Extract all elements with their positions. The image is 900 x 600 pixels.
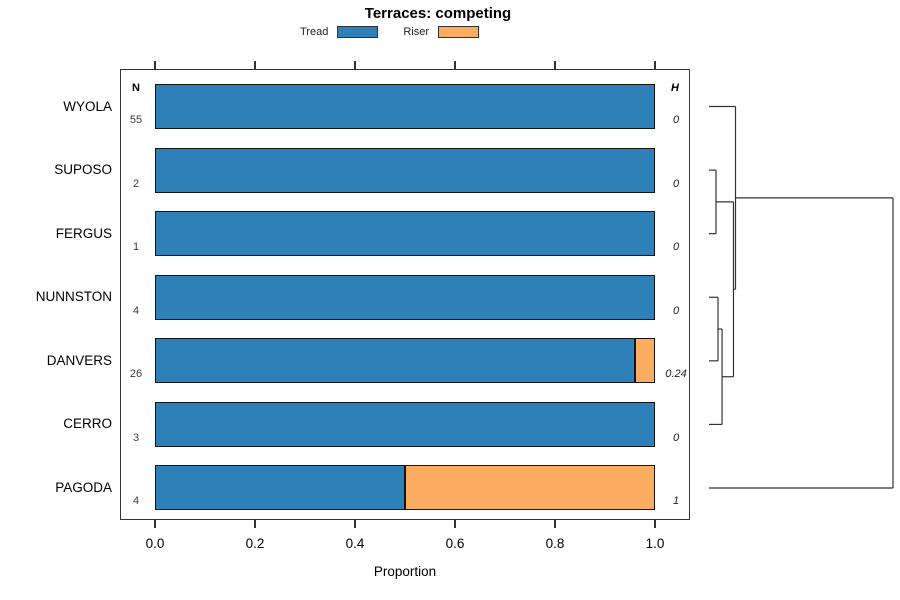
bar-segment-tread [155,147,655,193]
bar-segment-riser [405,465,655,511]
x-axis-label: Proportion [373,564,437,579]
axis-tick-bottom [554,520,556,528]
category-label: NUNNSTON [35,289,112,305]
h-value: 0 [672,431,680,444]
bar-segment-tread [155,338,635,384]
n-value: 1 [132,241,140,254]
category-label: DANVERS [46,352,112,368]
axis-tick-top [254,61,256,69]
axis-tick-label: 0.6 [445,536,465,551]
category-label: SUPOSO [54,162,112,178]
n-value: 2 [132,177,140,190]
h-column-header: H [671,82,679,94]
n-value: 3 [132,431,140,444]
n-column-header: N [132,82,140,94]
bar-segment-riser [635,338,655,384]
plot-area [120,69,690,520]
category-label: PAGODA [55,479,112,495]
n-value: 4 [132,495,140,508]
legend-swatch-tread [337,26,379,38]
h-value: 1 [672,495,680,508]
axis-tick-top [554,61,556,69]
category-label: FERGUS [55,225,112,241]
axis-tick-bottom [454,520,456,528]
bar-segment-tread [155,84,655,129]
n-value: 4 [132,304,140,317]
h-value: 0 [672,177,680,190]
h-value: 0 [672,241,680,254]
axis-tick-label: 0.0 [145,536,165,551]
axis-tick-label: 0.2 [245,536,265,551]
legend-label-tread: Tread [300,26,329,38]
n-value: 26 [129,368,143,381]
legend-item-riser: Riser [403,26,479,38]
axis-tick-bottom [654,520,656,528]
bar-segment-tread [155,401,655,447]
axis-tick-bottom [254,520,256,528]
axis-tick-top [354,61,356,69]
axis-tick-label: 0.4 [345,536,365,551]
category-label: CERRO [63,416,112,432]
bar-segment-tread [155,211,655,257]
axis-tick-label: 0.8 [545,536,565,551]
legend-label-riser: Riser [403,26,429,38]
bar-segment-tread [155,465,405,511]
axis-tick-top [454,61,456,69]
h-value: 0 [672,114,680,126]
n-value: 55 [129,114,143,126]
legend-item-tread: Tread [300,26,379,38]
axis-tick-bottom [354,520,356,528]
legend: Tread Riser [300,26,479,38]
chart-title: Terraces: competing [364,5,512,22]
axis-tick-bottom [154,520,156,528]
axis-tick-top [654,61,656,69]
axis-tick-top [154,61,156,69]
h-value: 0 [672,304,680,317]
axis-tick-label: 1.0 [645,536,665,551]
bar-segment-tread [155,274,655,320]
legend-swatch-riser [438,26,479,38]
h-value: 0.24 [665,368,687,381]
category-label: WYOLA [63,98,112,114]
